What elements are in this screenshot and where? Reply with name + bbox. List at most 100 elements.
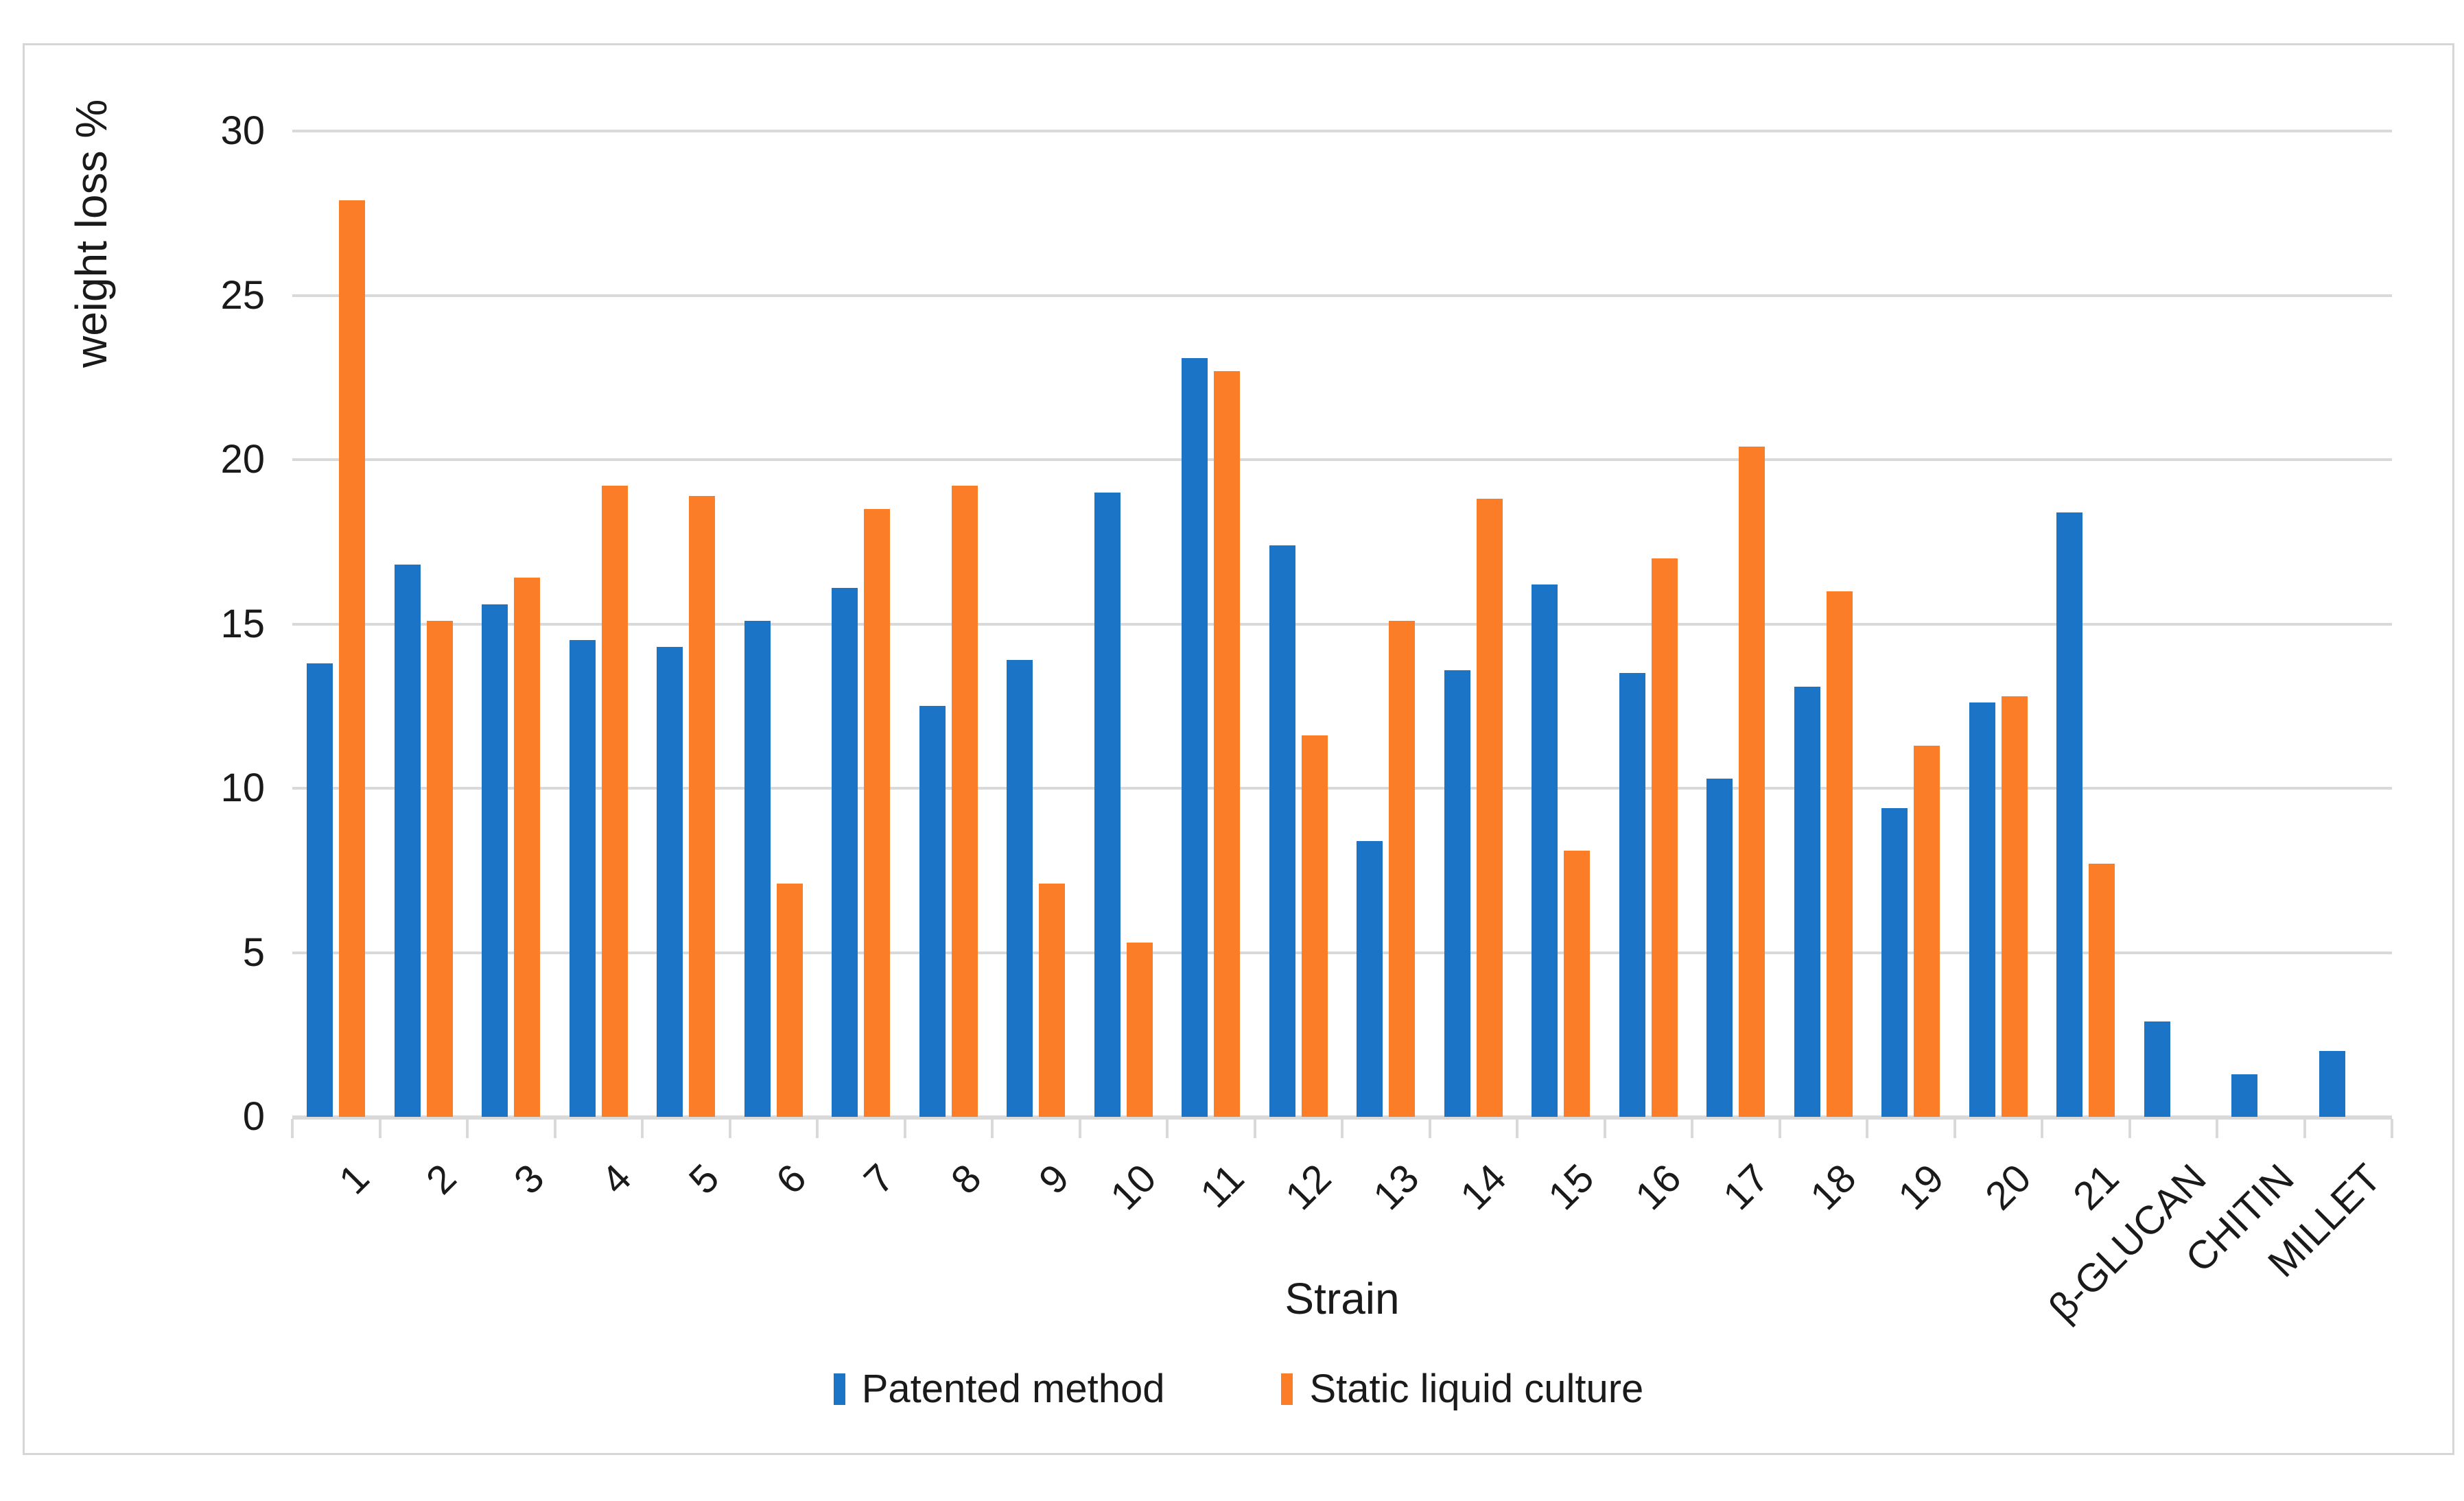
bar — [1794, 686, 1820, 1117]
legend: Patented method Static liquid culture — [25, 1366, 2452, 1412]
x-axis-tick — [1691, 1119, 1693, 1138]
bar — [1706, 778, 1733, 1117]
x-axis-tick — [816, 1119, 819, 1138]
x-category-label: 19 — [1889, 1155, 1953, 1219]
gridline — [292, 951, 2392, 954]
x-axis-tick — [2216, 1119, 2218, 1138]
legend-item-patented-method: Patented method — [833, 1366, 1165, 1412]
gridline — [292, 787, 2392, 790]
y-axis-title-wrap: weight loss % — [66, 99, 121, 418]
x-category-label: 1 — [330, 1155, 378, 1203]
bar — [569, 640, 596, 1117]
x-axis-tick — [291, 1119, 294, 1138]
x-axis-tick — [1078, 1119, 1081, 1138]
bar — [1094, 492, 1120, 1117]
x-axis-tick — [553, 1119, 556, 1138]
legend-item-static-liquid-culture: Static liquid culture — [1281, 1366, 1643, 1412]
x-category-label: 6 — [768, 1155, 815, 1203]
bar — [744, 620, 771, 1117]
bar — [1564, 851, 1591, 1117]
bar — [776, 883, 803, 1117]
x-axis-tick — [1253, 1119, 1256, 1138]
bar — [394, 565, 421, 1117]
x-category-label: 8 — [943, 1155, 990, 1203]
bar — [1826, 591, 1853, 1117]
y-tick-label: 0 — [242, 1094, 265, 1139]
x-axis-tick — [466, 1119, 469, 1138]
bar — [2231, 1074, 2258, 1117]
x-category-label: 15 — [1539, 1155, 1603, 1219]
bar — [482, 604, 508, 1117]
x-category-label: 11 — [1191, 1155, 1253, 1217]
bar — [1532, 584, 1558, 1117]
x-axis-tick — [1166, 1119, 1169, 1138]
x-axis-tick — [1428, 1119, 1431, 1138]
bar — [601, 486, 628, 1117]
x-axis-tick — [728, 1119, 731, 1138]
x-category-label: 16 — [1627, 1155, 1690, 1219]
x-axis-tick — [1778, 1119, 1781, 1138]
bar — [1039, 883, 1066, 1117]
x-axis-tick — [378, 1119, 382, 1138]
x-axis-tick — [641, 1119, 644, 1138]
x-category-label: 5 — [680, 1155, 728, 1203]
x-category-label: 20 — [1977, 1155, 2040, 1219]
x-axis-tick — [2041, 1119, 2043, 1138]
bar — [514, 578, 541, 1117]
bar — [1739, 446, 1765, 1117]
bar — [1651, 558, 1678, 1117]
x-axis-tick — [991, 1119, 994, 1138]
bar — [919, 706, 946, 1117]
gridline — [292, 458, 2392, 461]
legend-swatch-patented-method-icon — [833, 1373, 845, 1405]
x-category-label: 18 — [1802, 1155, 1865, 1219]
legend-label-static-liquid-culture: Static liquid culture — [1309, 1367, 1644, 1411]
y-tick-label: 15 — [220, 601, 265, 646]
x-axis-tick — [1603, 1119, 1606, 1138]
y-tick-label: 30 — [220, 108, 265, 153]
bar — [1389, 620, 1416, 1117]
gridline — [292, 130, 2392, 132]
x-category-label: 21 — [2064, 1155, 2128, 1219]
bar — [2056, 512, 2083, 1117]
bar — [657, 647, 683, 1117]
bar — [1126, 943, 1153, 1117]
x-axis-tick — [1516, 1119, 1518, 1138]
legend-swatch-static-liquid-culture-icon — [1281, 1373, 1293, 1405]
bar — [1476, 499, 1503, 1117]
x-category-label: 10 — [1102, 1155, 1165, 1219]
bar — [832, 587, 858, 1117]
x-category-label: 12 — [1277, 1155, 1340, 1219]
bar — [1914, 745, 1940, 1117]
x-category-label: 4 — [593, 1155, 640, 1203]
x-axis-tick — [903, 1119, 906, 1138]
bar — [1969, 702, 1995, 1117]
bar — [307, 663, 333, 1117]
y-tick-label: 5 — [242, 930, 265, 975]
bar — [689, 495, 716, 1117]
bar — [1182, 357, 1208, 1117]
x-axis-tick — [1953, 1119, 1956, 1138]
bar — [1619, 673, 1645, 1117]
legend-label-patented-method: Patented method — [861, 1367, 1165, 1411]
bar — [2144, 1021, 2170, 1117]
x-axis-tick — [1866, 1119, 1868, 1138]
bar — [2089, 864, 2115, 1117]
bar — [951, 486, 978, 1117]
x-category-label: 9 — [1030, 1155, 1078, 1203]
bar — [1444, 670, 1470, 1117]
bar — [1269, 545, 1295, 1117]
x-category-label: 2 — [418, 1155, 465, 1203]
bar — [1301, 735, 1328, 1117]
y-axis-title: weight loss % — [67, 99, 116, 368]
x-axis-line — [292, 1115, 2392, 1120]
x-category-label: 7 — [855, 1155, 903, 1203]
y-tick-label: 20 — [220, 437, 265, 482]
x-category-label: 14 — [1452, 1155, 1515, 1219]
x-category-label: 3 — [505, 1155, 553, 1203]
bar — [1007, 660, 1033, 1117]
x-axis-tick — [1341, 1119, 1344, 1138]
bar — [1881, 807, 1908, 1117]
y-tick-label: 25 — [220, 272, 265, 318]
